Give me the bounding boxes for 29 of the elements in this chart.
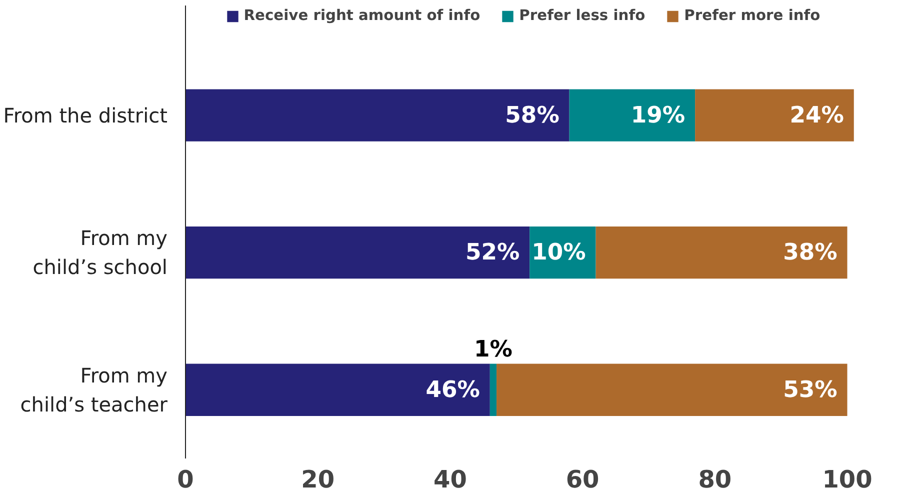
x-tick-label: 40 (434, 466, 467, 494)
y-tick-label: From my child’s school (32, 226, 168, 279)
data-label: 10% (532, 240, 586, 266)
data-label: 19% (630, 102, 686, 128)
bar (186, 364, 490, 416)
bar (569, 89, 696, 142)
x-tick-label: 0 (177, 466, 194, 494)
bar (186, 89, 570, 142)
legend-label: Receive right amount of info (244, 7, 480, 24)
data-label: 52% (465, 240, 520, 266)
data-label: 46% (426, 376, 480, 403)
y-tick-label: From my child’s teacher (20, 363, 168, 416)
x-tick-label: 80 (698, 466, 732, 494)
bar (596, 226, 848, 279)
bar (695, 89, 854, 142)
bar (496, 364, 848, 416)
x-tick-label: 60 (566, 466, 600, 494)
data-label: 1% (474, 336, 512, 362)
data-label: 38% (783, 240, 838, 266)
data-label: 53% (783, 376, 838, 403)
x-tick-label: 100 (822, 466, 872, 494)
bar (490, 364, 497, 416)
legend-label: Prefer less info (519, 7, 646, 24)
data-label: 24% (790, 102, 844, 128)
legend-label: Prefer more info (684, 7, 820, 24)
bar (186, 226, 530, 279)
y-tick-label: From the district (3, 103, 168, 128)
data-label: 58% (505, 102, 560, 128)
x-tick-label: 20 (301, 466, 335, 494)
